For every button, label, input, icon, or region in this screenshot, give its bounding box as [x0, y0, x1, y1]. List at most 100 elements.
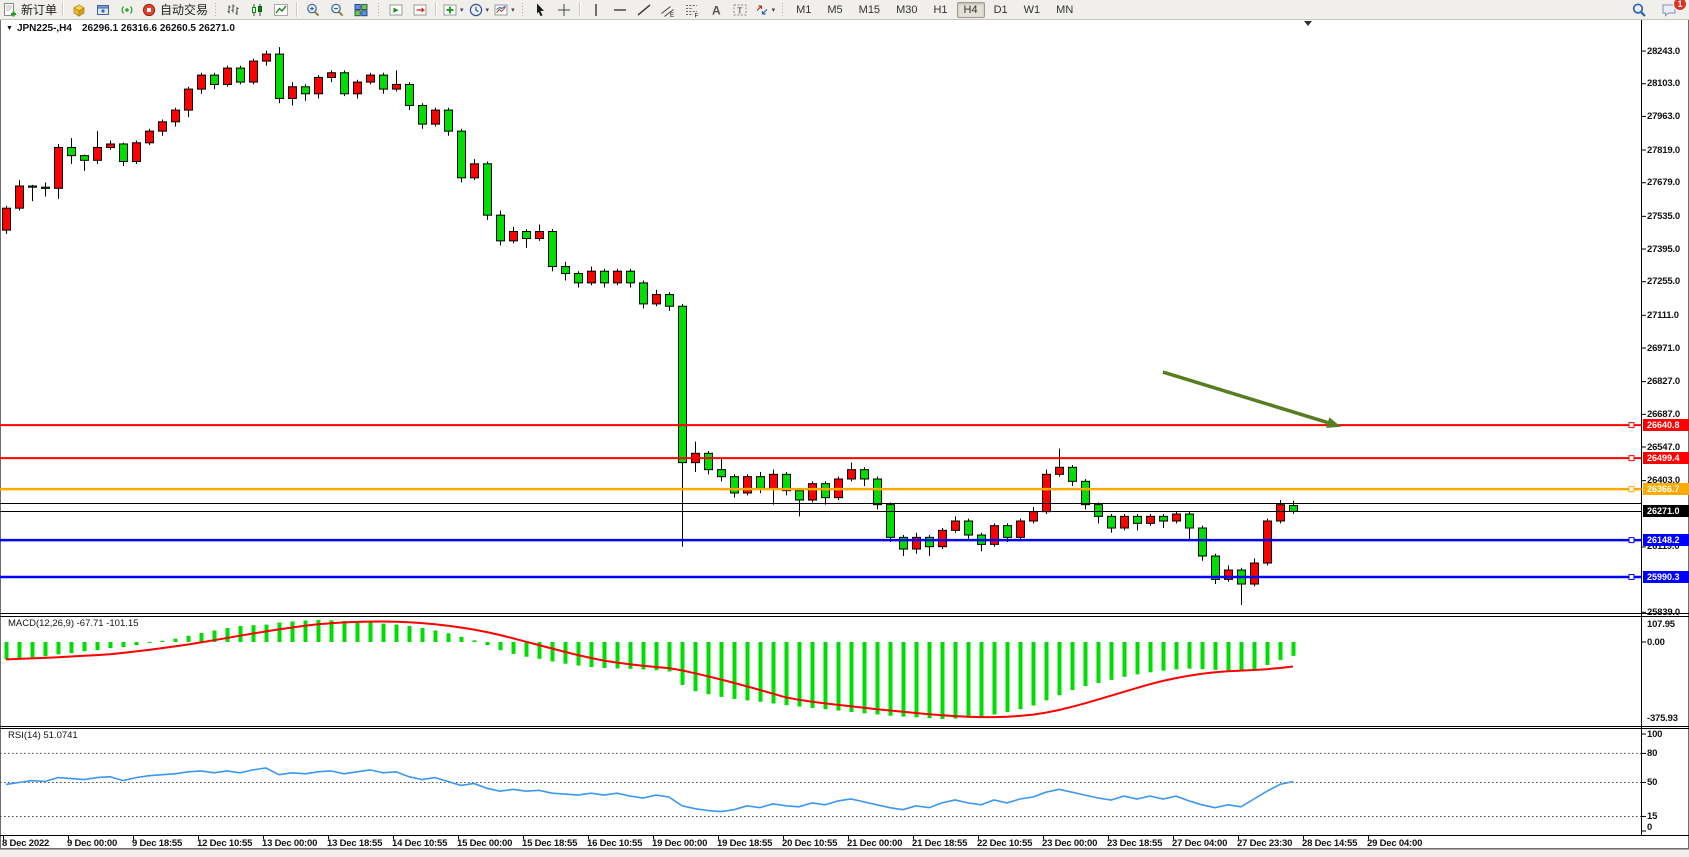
price-axis-label: 28103.0	[1647, 78, 1680, 90]
zoom-in-button[interactable]	[301, 1, 325, 18]
svg-text:F: F	[694, 12, 698, 18]
candle	[704, 452, 713, 471]
equidistant-channel-button[interactable]: E	[656, 1, 680, 18]
toolbar-button-label: 自动交易	[160, 3, 209, 17]
candle	[353, 81, 362, 95]
chart-shift-button[interactable]	[408, 1, 432, 18]
hline-price-badge: 26148.2	[1643, 534, 1689, 547]
timeframe-h4-button[interactable]: H4	[956, 1, 985, 18]
zoom-out-button[interactable]	[325, 1, 349, 18]
chevron-down-icon[interactable]: ▼	[6, 25, 13, 32]
text-button[interactable]: A	[704, 1, 728, 18]
signals-button[interactable]	[115, 1, 139, 18]
horizontal-line-icon	[612, 2, 628, 18]
market-watch-button[interactable]	[67, 1, 91, 18]
candle	[418, 104, 427, 125]
candle	[1055, 466, 1064, 475]
macd-signal-line	[5, 620, 1294, 719]
current-price-badge: 26271.0	[1643, 505, 1689, 518]
fibonacci-button[interactable]: F	[680, 1, 704, 18]
autotrading-icon	[141, 2, 157, 18]
timeframe-mn-button[interactable]: MN	[1056, 3, 1074, 16]
date-axis-label: 8 Dec 2022	[2, 838, 50, 849]
timeframe-h1-button[interactable]: H1	[933, 3, 948, 16]
candle	[288, 86, 297, 99]
clock-icon	[468, 2, 484, 18]
line-chart-button[interactable]	[269, 1, 293, 18]
candle	[522, 231, 531, 240]
dropdown-caret-icon[interactable]: ▾	[511, 6, 515, 14]
candle	[1185, 513, 1194, 529]
trendline-button[interactable]	[632, 1, 656, 18]
search-button[interactable]	[1627, 1, 1651, 18]
text-a-icon: A	[708, 2, 724, 18]
candle	[808, 483, 817, 501]
line-endpoint-handle[interactable]	[1628, 537, 1635, 544]
candle	[1146, 515, 1155, 524]
toolbar-grip[interactable]	[781, 2, 785, 17]
toolbar-separator	[62, 2, 65, 17]
bar-chart-button[interactable]	[221, 1, 245, 18]
templates-button[interactable]: ▾	[491, 1, 517, 18]
line-endpoint-handle[interactable]	[1628, 486, 1635, 493]
candle	[1250, 562, 1259, 585]
toolbar-grip[interactable]	[520, 2, 524, 17]
line-endpoint-handle[interactable]	[1628, 455, 1635, 462]
equidistant-channel-icon: E	[660, 2, 676, 18]
macd-histogram	[4, 619, 1296, 720]
timeframe-d1-button[interactable]: D1	[993, 3, 1008, 16]
timeframe-w1-button[interactable]: W1	[1023, 3, 1041, 16]
candle	[158, 121, 167, 132]
auto-scroll-button[interactable]	[384, 1, 408, 18]
timeframe-m5-button[interactable]: M5	[827, 3, 843, 16]
candle	[132, 142, 141, 162]
autotrading-button[interactable]: 自动交易	[139, 1, 210, 18]
toolbar-button-label: 新订单	[21, 3, 58, 17]
candle	[1107, 515, 1116, 529]
timeframe-m1-button[interactable]: M1	[796, 3, 812, 16]
indicators-button[interactable]: ▾	[440, 1, 466, 18]
candle	[366, 74, 375, 83]
notifications-button[interactable]: 1	[1657, 0, 1687, 18]
periods-button[interactable]: ▾	[466, 1, 492, 18]
vertical-line-button[interactable]	[584, 1, 608, 18]
horizontal-line-button[interactable]	[608, 1, 632, 18]
candle	[1042, 473, 1051, 513]
dropdown-caret-icon[interactable]: ▾	[460, 6, 464, 14]
date-axis-label: 14 Dec 10:55	[392, 838, 448, 849]
tile-windows-button[interactable]	[349, 1, 373, 18]
candle	[80, 155, 89, 161]
cursor-icon	[532, 2, 548, 18]
candle	[1133, 515, 1142, 524]
candle	[730, 476, 739, 494]
profiles-button[interactable]	[91, 1, 115, 18]
trend-arrow-object[interactable]	[1162, 370, 1342, 428]
dropdown-caret-icon[interactable]: ▾	[771, 6, 776, 14]
hline-price-badge: 26499.4	[1643, 452, 1689, 465]
toolbar-grip[interactable]	[214, 2, 218, 17]
crosshair-button[interactable]	[552, 1, 576, 18]
candle	[1198, 527, 1207, 557]
timeframe-m30-button[interactable]: M30	[896, 3, 918, 16]
date-axis-label: 13 Dec 00:00	[262, 838, 318, 849]
candle	[444, 109, 453, 132]
date-axis-label: 22 Dec 10:55	[977, 838, 1033, 849]
arrows-button[interactable]: ▾	[752, 1, 778, 18]
line-endpoint-handle[interactable]	[1628, 422, 1635, 429]
chart-canvas[interactable]	[0, 19, 1689, 857]
dropdown-caret-icon[interactable]: ▾	[485, 6, 490, 14]
text-label-button[interactable]: T	[728, 1, 752, 18]
cursor-button[interactable]	[528, 1, 552, 18]
date-axis-label: 23 Dec 18:55	[1107, 838, 1163, 849]
chart-shift-marker[interactable]	[1304, 21, 1312, 26]
toolbar-grip[interactable]	[377, 2, 381, 17]
timeframe-m15-button[interactable]: M15	[858, 3, 881, 16]
hline-price-badge: 26640.8	[1643, 419, 1689, 432]
new-order-button[interactable]: 新订单	[0, 1, 59, 18]
candle	[847, 469, 856, 480]
line-endpoint-handle[interactable]	[1628, 573, 1635, 580]
zoom-in-icon	[305, 2, 321, 18]
rsi-indicator-label: RSI(14) 51.0741	[8, 730, 78, 741]
templates-icon	[493, 2, 509, 18]
candlestick-chart-button[interactable]	[245, 1, 269, 18]
